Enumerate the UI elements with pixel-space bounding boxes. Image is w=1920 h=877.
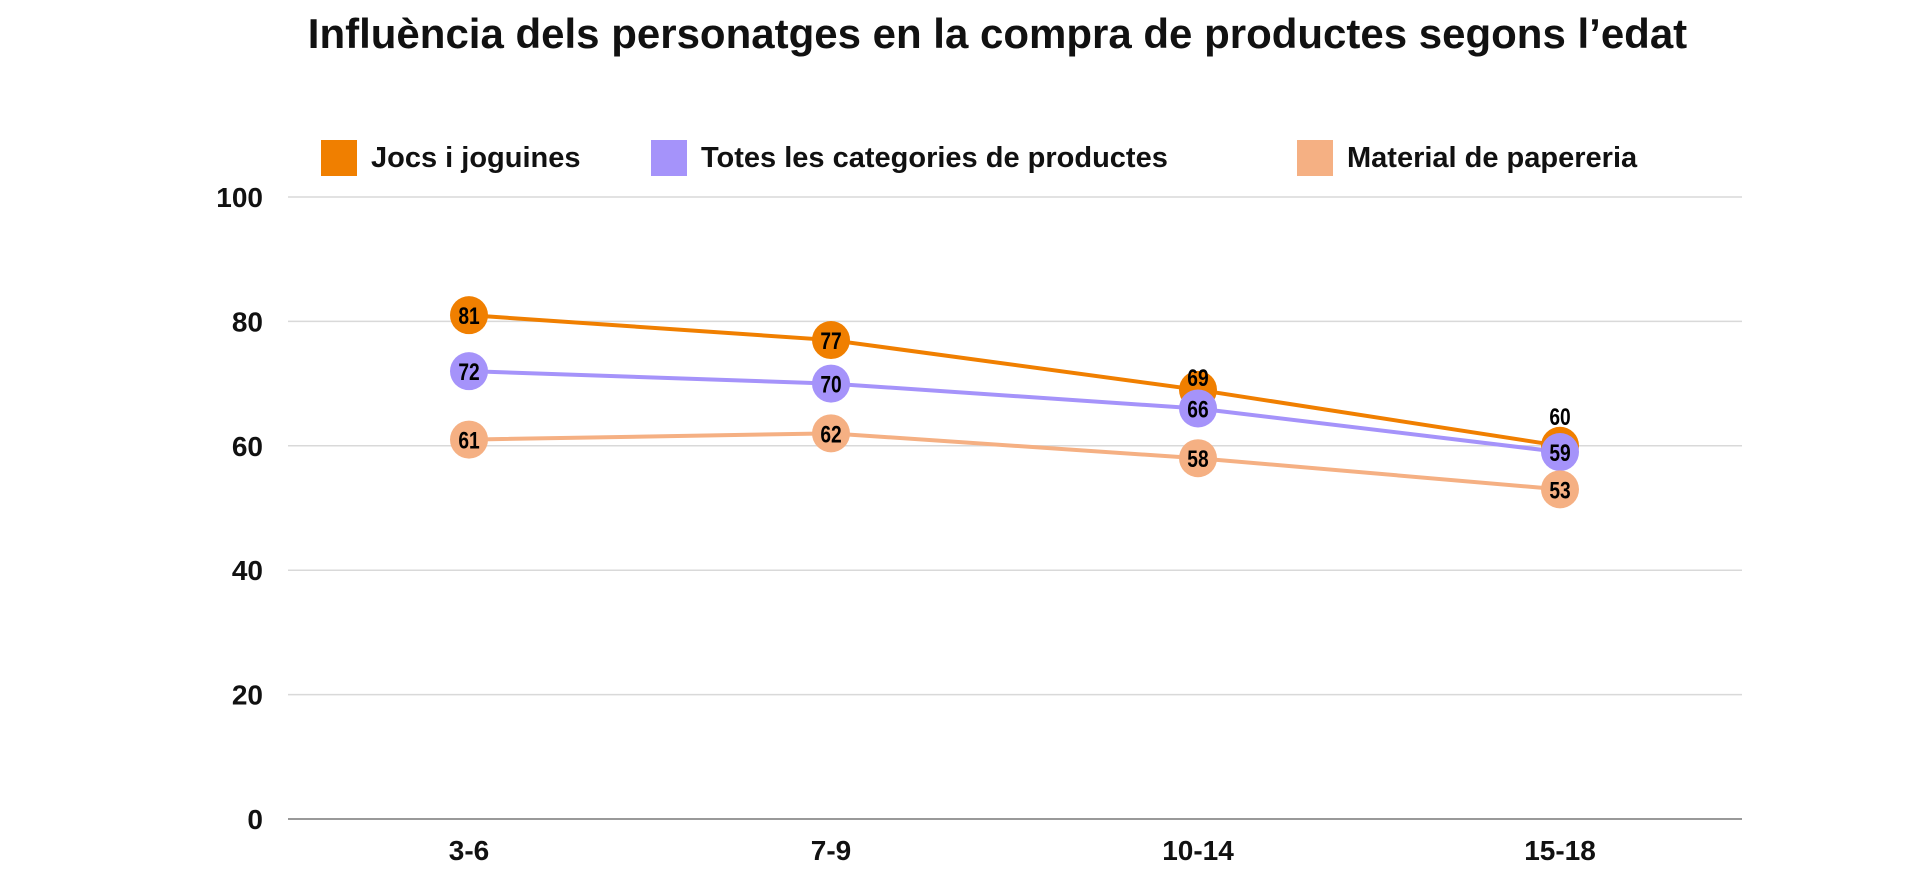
data-label: 58: [1187, 445, 1208, 473]
y-tick-label: 0: [247, 804, 263, 835]
series-line: [468, 313, 1561, 448]
legend-item-jocs: Jocs i joguines: [321, 140, 581, 176]
data-point: [1541, 433, 1579, 472]
data-label: 66: [1187, 395, 1208, 423]
y-tick-label: 80: [232, 306, 263, 337]
data-label: 53: [1549, 476, 1570, 504]
series-line: [468, 431, 1561, 492]
data-label: 62: [820, 420, 841, 448]
x-tick-label: 7-9: [811, 835, 851, 866]
data-point: [812, 364, 850, 403]
legend-label: Totes les categories de productes: [701, 141, 1168, 174]
data-point: [812, 414, 850, 453]
legend-swatch: [321, 140, 357, 176]
y-tick-label: 20: [232, 680, 263, 711]
legend-label: Material de papereria: [1347, 141, 1638, 174]
legend-swatch: [1297, 140, 1333, 176]
data-label: 69: [1187, 364, 1208, 392]
data-label: 60: [1549, 403, 1570, 431]
data-point: [812, 321, 850, 360]
chart-title: Influència dels personatges en la compra…: [307, 10, 1688, 57]
data-point: [1541, 470, 1579, 509]
x-tick-label: 3-6: [449, 835, 489, 866]
data-point: [450, 420, 488, 459]
y-tick-label: 60: [232, 431, 263, 462]
y-tick-label: 40: [232, 555, 263, 586]
legend-item-papereria: Material de papereria: [1297, 140, 1637, 176]
x-tick-label: 10-14: [1162, 835, 1234, 866]
y-tick-label: 100: [216, 182, 263, 213]
data-point: [450, 296, 488, 335]
data-point: [1179, 389, 1217, 428]
data-label: 72: [458, 358, 479, 386]
data-label: 61: [458, 426, 479, 454]
legend-swatch: [651, 140, 687, 176]
legend-label: Jocs i joguines: [371, 141, 581, 174]
series-line: [468, 369, 1561, 455]
legend-item-totes: Totes les categories de productes: [651, 140, 1168, 176]
data-label: 81: [458, 302, 479, 330]
data-label: 59: [1549, 439, 1570, 467]
data-point: [1179, 439, 1217, 478]
data-point: [450, 352, 488, 391]
x-tick-label: 15-18: [1524, 835, 1596, 866]
data-label: 70: [820, 371, 841, 399]
data-label: 77: [820, 327, 841, 355]
